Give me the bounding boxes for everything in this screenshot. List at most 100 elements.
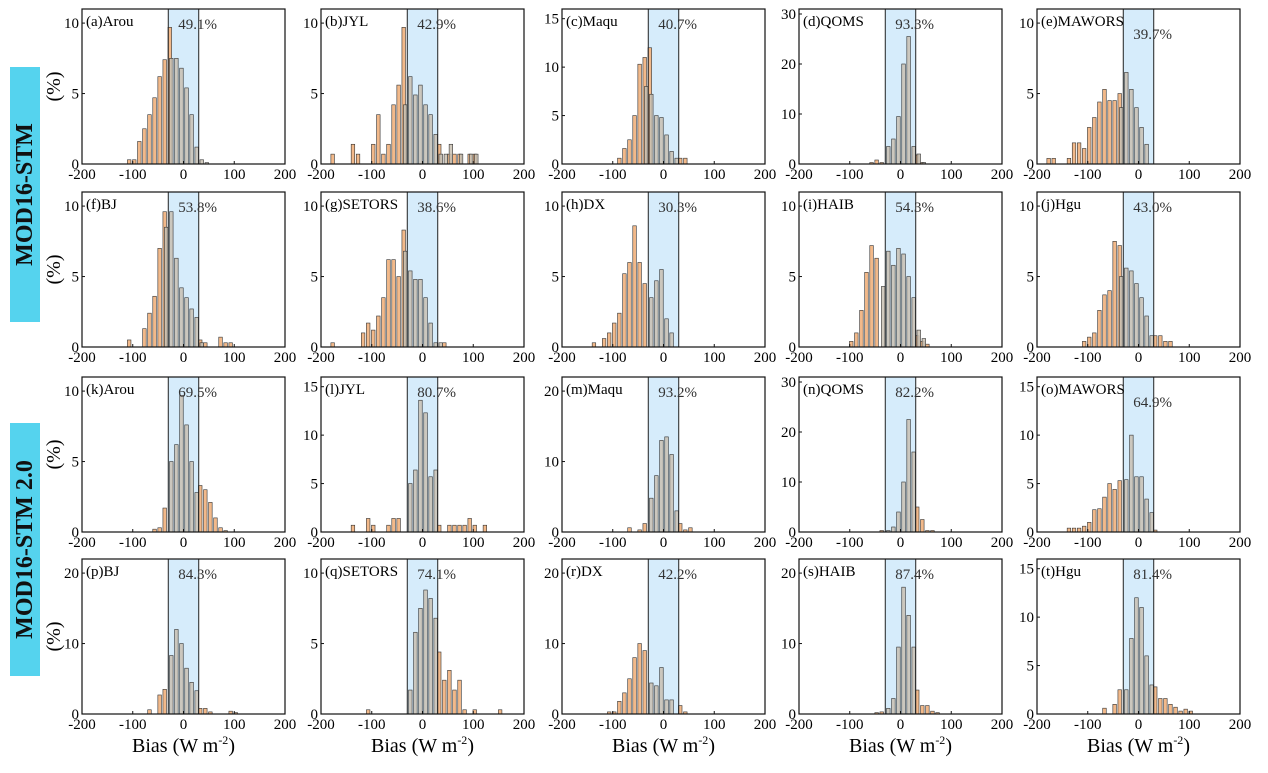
bar-gray [654,115,659,165]
bar-orange [920,519,925,533]
bar-gray [896,248,901,348]
y-tick-label: 10 [544,637,559,653]
bar-orange [869,245,874,348]
bar-gray [669,699,674,715]
percent-label: 74.1% [417,567,456,583]
bar-orange [627,262,632,348]
bar-gray [1134,283,1139,348]
x-tick-label: -200 [1023,535,1051,551]
bar-orange [637,63,642,165]
x-tick-label: 100 [940,350,963,366]
bar-gray [1149,512,1154,533]
x-axis-label: Bias (W m-2) [1087,733,1190,757]
panel-t: -200 -100 0 100 200 0 5 10 15 (t)Hgu 81.4% Bias (W … [1019,558,1252,757]
y-tick-label: 5 [552,270,560,286]
bar-gray [458,153,464,165]
bar-gray [669,151,674,165]
y-tick-label: 15 [544,12,559,28]
bar-orange [447,524,452,533]
x-tick-label: -100 [836,167,864,183]
y-tick-label: 0 [72,525,80,541]
bar-gray [174,58,179,165]
bar-gray [891,526,896,533]
bar-orange [1102,89,1107,165]
y-tick-label: 0 [72,707,80,723]
x-tick-label: -200 [548,350,576,366]
bar-gray [649,297,654,348]
bar-orange [350,524,356,533]
bar-orange [386,143,391,165]
bar-gray [654,475,659,533]
bar-orange [147,709,152,715]
x-tick-label: 200 [1229,717,1252,733]
bar-orange [1112,100,1117,165]
bar-orange [617,312,622,348]
percent-label: 38.6% [417,200,456,216]
bar-gray [199,342,204,348]
bar-orange [602,338,607,348]
y-tick-label: 5 [72,270,80,286]
x-tick-label: 200 [1229,350,1252,366]
panel-f: -200 -100 0 100 200 0 5 10 (f)BJ 53.8% (%) [43,191,296,366]
percent-label: 42.2% [658,567,697,583]
bar-gray [179,643,184,715]
row-label-mod16-stm: MOD16-STM [10,67,40,322]
y-tick-label: 15 [1019,380,1034,396]
x-tick-label: 0 [419,535,427,551]
y-tick-label: 30 [781,7,796,23]
panel-title: (s)HAIB [803,564,856,580]
bar-gray [886,146,891,165]
bar-gray [169,461,174,533]
panel-title: (b)JYL [325,14,368,30]
bar-gray [194,492,199,533]
bar-gray [649,682,654,715]
row-label-mod16-stm-2: MOD16-STM 2.0 [10,423,40,676]
bar-orange [442,342,447,348]
y-tick-label: 5 [311,270,319,286]
panel-e: -200 -100 0 100 200 0 5 10 (e)MAWORS 39.7% [1019,8,1251,183]
bar-orange [1163,341,1168,348]
bar-gray [659,117,664,165]
y-tick-label: 5 [552,109,560,125]
x-tick-label: 0 [180,167,188,183]
x-tick-label: -200 [307,717,335,733]
bar-orange [637,643,642,715]
percent-label: 93.3% [895,17,934,33]
x-tick-label: 200 [513,167,536,183]
percent-label: 39.7% [1133,27,1172,43]
bar-orange [162,507,167,533]
bar-gray [891,138,896,165]
panel-title: (a)Arou [86,14,134,30]
x-tick-label: 100 [1178,167,1201,183]
bar-gray [169,58,174,165]
x-tick-label: 100 [703,350,726,366]
x-tick-label: -200 [68,350,96,366]
bar-orange [1092,117,1097,165]
bar-orange [622,692,627,715]
y-tick-label: 0 [1027,707,1035,723]
panel-s: -200 -100 0 100 200 0 10 20 (s)HAIB 87.4% Bias (W … [781,558,1013,757]
bar-gray [1144,655,1149,715]
bar-gray [891,698,896,715]
bar-orange [1117,689,1122,715]
x-tick-label: 200 [754,535,777,551]
bar-orange [330,342,335,348]
bar-orange [1082,148,1087,165]
bar-orange [137,141,142,165]
x-tick-label: -200 [68,535,96,551]
panel-title: (d)QOMS [803,14,864,30]
bar-orange [1107,100,1112,165]
x-tick-label: -200 [548,167,576,183]
bar-orange [920,705,925,715]
bar-gray [669,454,674,533]
bar-gray [418,608,423,715]
x-tick-label: -100 [599,167,627,183]
x-tick-label: 0 [1135,535,1143,551]
y-tick-label: 10 [64,199,79,215]
bar-gray [1134,597,1139,715]
x-tick-label: -200 [1023,717,1051,733]
bar-orange [1102,294,1107,348]
bar-gray [408,76,413,165]
bar-orange [622,273,627,348]
bar-gray [189,461,194,533]
